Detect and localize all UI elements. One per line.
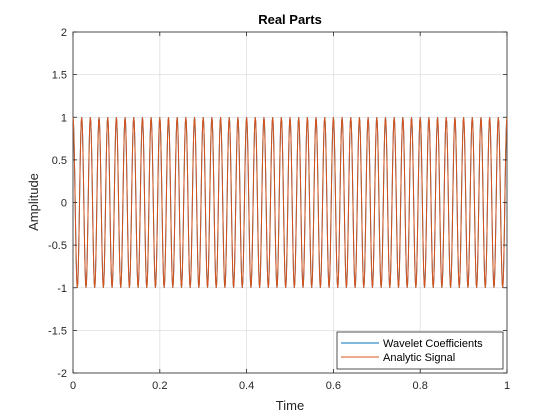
y-tick-label: -2 [57, 368, 67, 380]
x-tick-label: 0.8 [413, 380, 428, 392]
grid [72, 31, 508, 374]
y-tick-label: 1 [61, 112, 67, 124]
x-tick-label: 1 [504, 380, 510, 392]
x-tick-labels: 0 0.2 0.4 0.6 0.8 1 [70, 380, 510, 392]
x-tick-label: 0 [70, 380, 76, 392]
legend-label: Wavelet Coefficients [383, 338, 483, 350]
y-axis-title: Amplitude [26, 173, 41, 231]
y-tick-label: 0 [61, 198, 67, 210]
y-tick-label: -0.5 [48, 240, 67, 252]
legend-label: Analytic Signal [383, 352, 455, 364]
x-tick-label: 0.4 [239, 380, 254, 392]
y-tick-label: 1.5 [52, 70, 67, 82]
y-tick-label: -1.5 [48, 325, 67, 337]
legend-box [336, 331, 504, 370]
x-axis-title: Time [276, 398, 304, 413]
y-tick-label: 2 [61, 27, 67, 39]
chart-title: Real Parts [258, 12, 322, 27]
ticks [72, 31, 508, 374]
y-tick-labels: -2 -1.5 -1 -0.5 0 0.5 1 1.5 2 [48, 27, 67, 380]
y-tick-label: -1 [57, 283, 67, 295]
series-line-2 [72, 117, 508, 288]
x-tick-label: 0.6 [326, 380, 341, 392]
legend: Wavelet Coefficients Analytic Signal [336, 331, 504, 370]
x-tick-label: 0.2 [152, 380, 167, 392]
series-layer [72, 117, 508, 288]
y-tick-label: 0.5 [52, 155, 67, 167]
